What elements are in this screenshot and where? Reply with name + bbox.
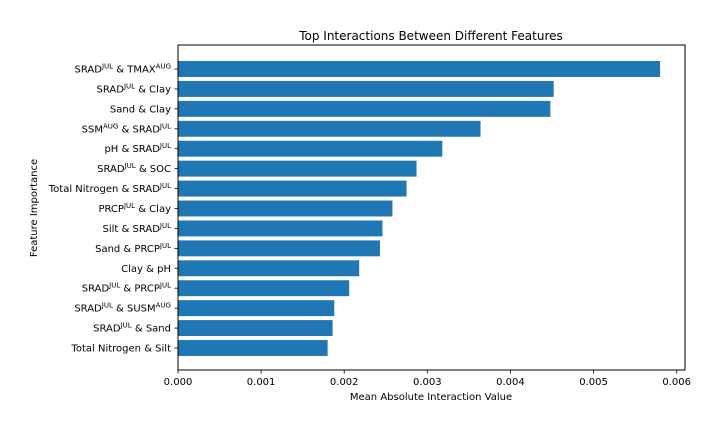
x-tick-label: 0.002 (330, 377, 359, 388)
x-tick-label: 0.001 (247, 377, 276, 388)
y-tick-label: Clay & pH (121, 264, 171, 275)
bar (178, 61, 661, 77)
x-tick-label: 0.005 (579, 377, 608, 388)
y-tick-label: SRADJUL & PRCPJUL (82, 282, 171, 295)
bar (178, 240, 380, 257)
y-tick-label: SSMAUG & SRADJUL (82, 122, 171, 135)
bar (178, 200, 393, 217)
x-axis-label: Mean Absolute Interaction Value (350, 392, 512, 403)
y-tick-label: Total Nitrogen & Silt (70, 344, 171, 355)
y-tick-label: Sand & Clay (110, 104, 171, 115)
bar (178, 220, 383, 237)
bar (178, 100, 551, 117)
bar (178, 180, 407, 197)
bar (178, 280, 350, 297)
y-tick-label: Silt & SRADJUL (102, 222, 171, 235)
y-axis-label: Feature Importance (29, 159, 40, 257)
bar (178, 160, 417, 177)
x-ticks: 0.000 0.001 0.002 0.003 0.004 0.005 0.006 (164, 370, 691, 388)
y-tick-label: Total Nitrogen & SRADJUL (48, 182, 171, 195)
x-tick-label: 0.006 (662, 377, 691, 388)
bar (178, 300, 335, 317)
y-tick-label: SRADJUL & SOC (97, 162, 171, 175)
bar (178, 80, 554, 97)
bar (178, 120, 481, 137)
chart-title: Top Interactions Between Different Featu… (298, 29, 563, 43)
y-tick-label: PRCPJUL & Clay (98, 202, 171, 215)
x-tick-label: 0.003 (413, 377, 442, 388)
y-tick-label: SRADJUL & Sand (93, 322, 171, 335)
y-tick-label: Sand & PRCPJUL (95, 242, 171, 255)
bar (178, 260, 360, 277)
y-tick-label: SRADJUL & TMAXAUG (75, 63, 171, 76)
y-tick-label: pH & SRADJUL (104, 142, 171, 155)
plot-frame (177, 44, 686, 371)
y-tick-labels: SRADJUL & TMAXAUG SRADJUL & Clay Sand & Cl… (48, 63, 178, 355)
bar (178, 320, 333, 337)
bars-group (178, 61, 661, 356)
x-tick-label: 0.000 (164, 377, 193, 388)
x-tick-label: 0.004 (496, 377, 525, 388)
bar (178, 140, 443, 157)
y-tick-label: SRADJUL & SUSMAUG (74, 302, 171, 315)
bar (178, 340, 328, 356)
y-tick-label: SRADJUL & Clay (97, 82, 172, 95)
